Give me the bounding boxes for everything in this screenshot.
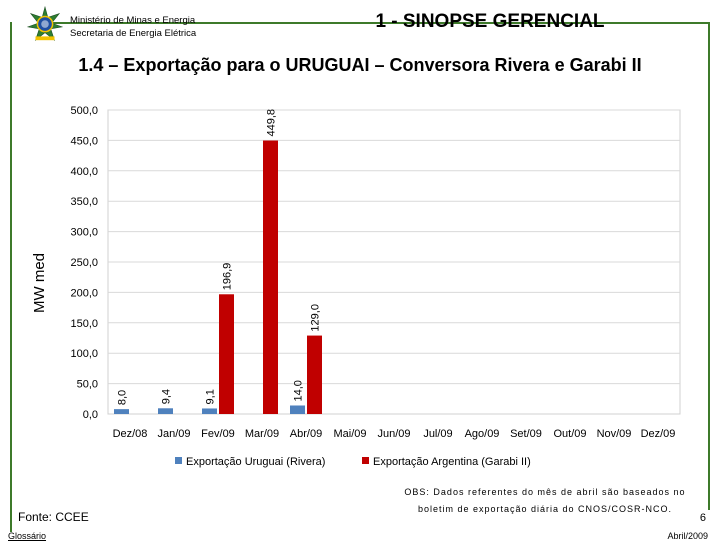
x-axis-ticks: Dez/08 Jan/09 Fev/09 Mar/09 Abr/09 Mai/09 Jun/… — [113, 428, 676, 440]
date-label: Abril/2009 — [667, 531, 708, 541]
bar-uruguai — [114, 409, 129, 414]
legend-label-uruguai: Exportação Uruguai (Rivera) — [186, 456, 325, 468]
secretariat-name: Secretaria de Energia Elétrica — [70, 28, 197, 39]
x-tick-label: Abr/09 — [290, 428, 322, 440]
y-tick-label: 350,0 — [70, 196, 98, 208]
bar-argentina — [307, 335, 322, 414]
y-tick-label: 100,0 — [70, 348, 98, 360]
x-tick-label: Set/09 — [510, 428, 542, 440]
glossary-link[interactable]: Glossário — [8, 531, 47, 541]
y-tick-label: 500,0 — [70, 105, 98, 117]
x-tick-label: Nov/09 — [597, 428, 632, 440]
data-label-uruguai: 8,0 — [117, 390, 129, 405]
bar-argentina — [263, 140, 278, 414]
y-tick-label: 250,0 — [70, 257, 98, 269]
y-axis-ticks: 0,0 50,0 100,0 150,0 200,0 250,0 300,0 350,0 400… — [70, 105, 98, 421]
page-number: 6 — [699, 512, 706, 524]
legend-swatch-argentina — [362, 457, 369, 464]
y-tick-label: 450,0 — [70, 135, 98, 147]
x-tick-label: Dez/09 — [641, 428, 676, 440]
export-bar-chart: 0,0 50,0 100,0 150,0 200,0 250,0 300,0 350,0 400… — [31, 105, 681, 468]
slide-title: 1.4 – Exportação para o URUGUAI – Conver… — [78, 55, 642, 75]
frame-left-line — [10, 22, 12, 532]
y-tick-label: 300,0 — [70, 227, 98, 239]
frame-top-line — [46, 22, 708, 24]
data-label-uruguai: 14,0 — [293, 380, 305, 401]
data-label-argentina: 449,8 — [266, 109, 278, 137]
x-tick-label: Dez/08 — [113, 428, 148, 440]
x-tick-label: Jul/09 — [423, 428, 452, 440]
x-tick-label: Out/09 — [553, 428, 586, 440]
y-tick-label: 0,0 — [83, 409, 98, 421]
y-tick-label: 200,0 — [70, 287, 98, 299]
x-tick-label: Ago/09 — [465, 428, 500, 440]
legend: Exportação Uruguai (Rivera) Exportação A… — [175, 456, 531, 468]
brazil-coat-of-arms-emblem — [26, 6, 64, 42]
legend-label-argentina: Exportação Argentina (Garabi II) — [373, 456, 531, 468]
bar-argentina — [219, 294, 234, 414]
data-label-argentina: 129,0 — [310, 304, 322, 332]
x-tick-label: Mar/09 — [245, 428, 279, 440]
bar-uruguai — [158, 408, 173, 414]
bars — [114, 140, 322, 414]
y-tick-label: 150,0 — [70, 318, 98, 330]
x-tick-label: Mai/09 — [333, 428, 366, 440]
observation-note-line1: OBS: Dados referentes do mês de abril sã… — [404, 487, 686, 497]
y-tick-label: 50,0 — [77, 379, 98, 391]
observation-note-line2: boletim de exportação diária do CNOS/COS… — [417, 504, 673, 514]
y-tick-label: 400,0 — [70, 166, 98, 178]
bar-labels: 8,0 9,4 9,1 14,0 196,9 449,8 129,0 — [117, 109, 322, 405]
data-label-uruguai: 9,1 — [205, 389, 217, 404]
x-tick-label: Jan/09 — [157, 428, 190, 440]
x-tick-label: Jun/09 — [377, 428, 410, 440]
section-title: 1 - SINOPSE GERENCIAL — [375, 11, 605, 32]
y-axis-label: MW med — [31, 253, 48, 313]
bar-uruguai — [290, 405, 305, 414]
frame-right-line — [708, 22, 710, 510]
source-label: Fonte: CCEE — [18, 510, 89, 524]
gridlines — [108, 109, 680, 385]
bar-uruguai — [202, 408, 217, 414]
data-label-uruguai: 9,4 — [161, 389, 173, 404]
legend-swatch-uruguai — [175, 457, 182, 464]
ministry-name: Ministério de Minas e Energia — [70, 15, 196, 26]
data-label-argentina: 196,9 — [222, 263, 234, 291]
x-tick-label: Fev/09 — [201, 428, 235, 440]
